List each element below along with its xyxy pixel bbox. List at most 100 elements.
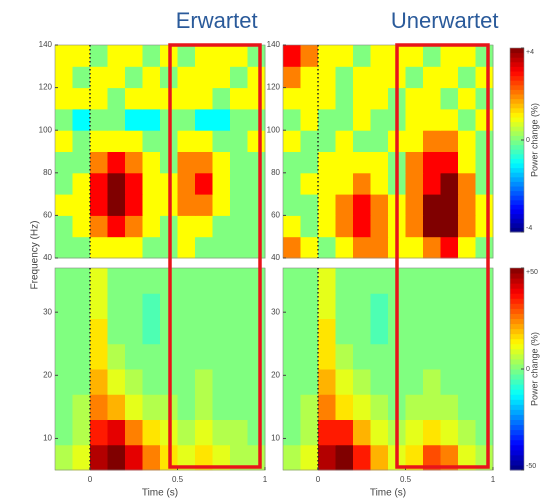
heat-cell (476, 66, 494, 88)
heat-cell (476, 268, 494, 294)
heat-cell (108, 109, 126, 131)
heat-cell (406, 344, 424, 370)
heat-cell (301, 66, 319, 88)
colorbar-step (510, 108, 524, 113)
heat-cell (73, 66, 91, 88)
heat-cell (73, 420, 91, 446)
heat-cell (125, 344, 143, 370)
heat-cell (213, 268, 231, 294)
heat-cell (353, 88, 371, 110)
heat-cell (458, 344, 476, 370)
heat-cell (406, 66, 424, 88)
heat-cell (213, 369, 231, 395)
heat-cell (55, 369, 73, 395)
heat-cell (441, 88, 459, 110)
heat-cell (178, 152, 196, 174)
heat-cell (230, 344, 248, 370)
heat-cell (353, 268, 371, 294)
heat-cell (178, 215, 196, 237)
heat-cell (441, 66, 459, 88)
heat-cell (73, 268, 91, 294)
heat-cell (458, 173, 476, 195)
heat-cell (301, 130, 319, 152)
heat-cell (55, 194, 73, 216)
heat-cell (458, 45, 476, 67)
heat-cell (406, 109, 424, 131)
colorbar-step (510, 414, 524, 420)
colorbar-label: Power change (%) (529, 103, 539, 177)
heat-cell (213, 109, 231, 131)
heat-cell (318, 445, 336, 471)
heat-cell (458, 152, 476, 174)
colorbar-step (510, 154, 524, 159)
heat-cell (195, 215, 213, 237)
heat-cell (423, 369, 441, 395)
heat-cell (353, 293, 371, 319)
colorbar-step (510, 399, 524, 405)
heat-cell (143, 445, 161, 471)
heat-cell (55, 344, 73, 370)
heat-cell (73, 152, 91, 174)
heat-cell (476, 45, 494, 67)
heat-cell (371, 130, 389, 152)
heat-cell (353, 420, 371, 446)
y-tick-label: 80 (43, 168, 52, 177)
colorbar-step (510, 85, 524, 90)
heat-cell (213, 344, 231, 370)
heat-cell (423, 319, 441, 345)
heat-cell (458, 237, 476, 259)
heat-cell (406, 130, 424, 152)
heat-cell (213, 152, 231, 174)
heat-cell (125, 88, 143, 110)
colorbar-step (510, 404, 524, 410)
heat-cell (230, 268, 248, 294)
colorbar-step (510, 369, 524, 375)
heat-cell (195, 45, 213, 67)
heat-cell (423, 88, 441, 110)
heat-cell (248, 88, 266, 110)
colorbar-step (510, 204, 524, 209)
heat-cell (213, 319, 231, 345)
colorbar-step (510, 71, 524, 76)
heat-cell (301, 88, 319, 110)
heat-cell (336, 344, 354, 370)
y-tick-label: 120 (267, 83, 281, 92)
heat-cell (195, 369, 213, 395)
heat-cell (441, 293, 459, 319)
colorbar-step (510, 445, 524, 451)
heat-cell (90, 215, 108, 237)
heat-cell (143, 45, 161, 67)
y-tick-label: 140 (39, 40, 53, 49)
heat-cell (248, 344, 266, 370)
heat-cell (441, 369, 459, 395)
colorbar-step (510, 420, 524, 426)
heat-cell (55, 293, 73, 319)
heat-cell (441, 268, 459, 294)
heat-cell (336, 194, 354, 216)
heat-cell (353, 173, 371, 195)
colorbar-step (510, 48, 524, 53)
y-tick-label: 60 (43, 211, 52, 220)
colorbar-step (510, 168, 524, 173)
heat-cell (73, 88, 91, 110)
heat-cell (90, 445, 108, 471)
y-tick-label: 30 (271, 307, 280, 316)
heat-cell (178, 394, 196, 420)
heat-cell (55, 88, 73, 110)
heat-cell (230, 319, 248, 345)
heat-cell (108, 420, 126, 446)
heat-cell (248, 319, 266, 345)
heat-cell (213, 173, 231, 195)
heat-cell (143, 319, 161, 345)
heat-cell (90, 130, 108, 152)
colorbar-step (510, 379, 524, 385)
heat-cell (301, 268, 319, 294)
heat-cell (90, 394, 108, 420)
heat-cell (143, 293, 161, 319)
heat-cell (230, 420, 248, 446)
y-tick-label: 100 (267, 125, 281, 134)
heat-cell (353, 319, 371, 345)
y-tick-label: 140 (267, 40, 281, 49)
heat-cell (125, 319, 143, 345)
heat-cell (371, 369, 389, 395)
